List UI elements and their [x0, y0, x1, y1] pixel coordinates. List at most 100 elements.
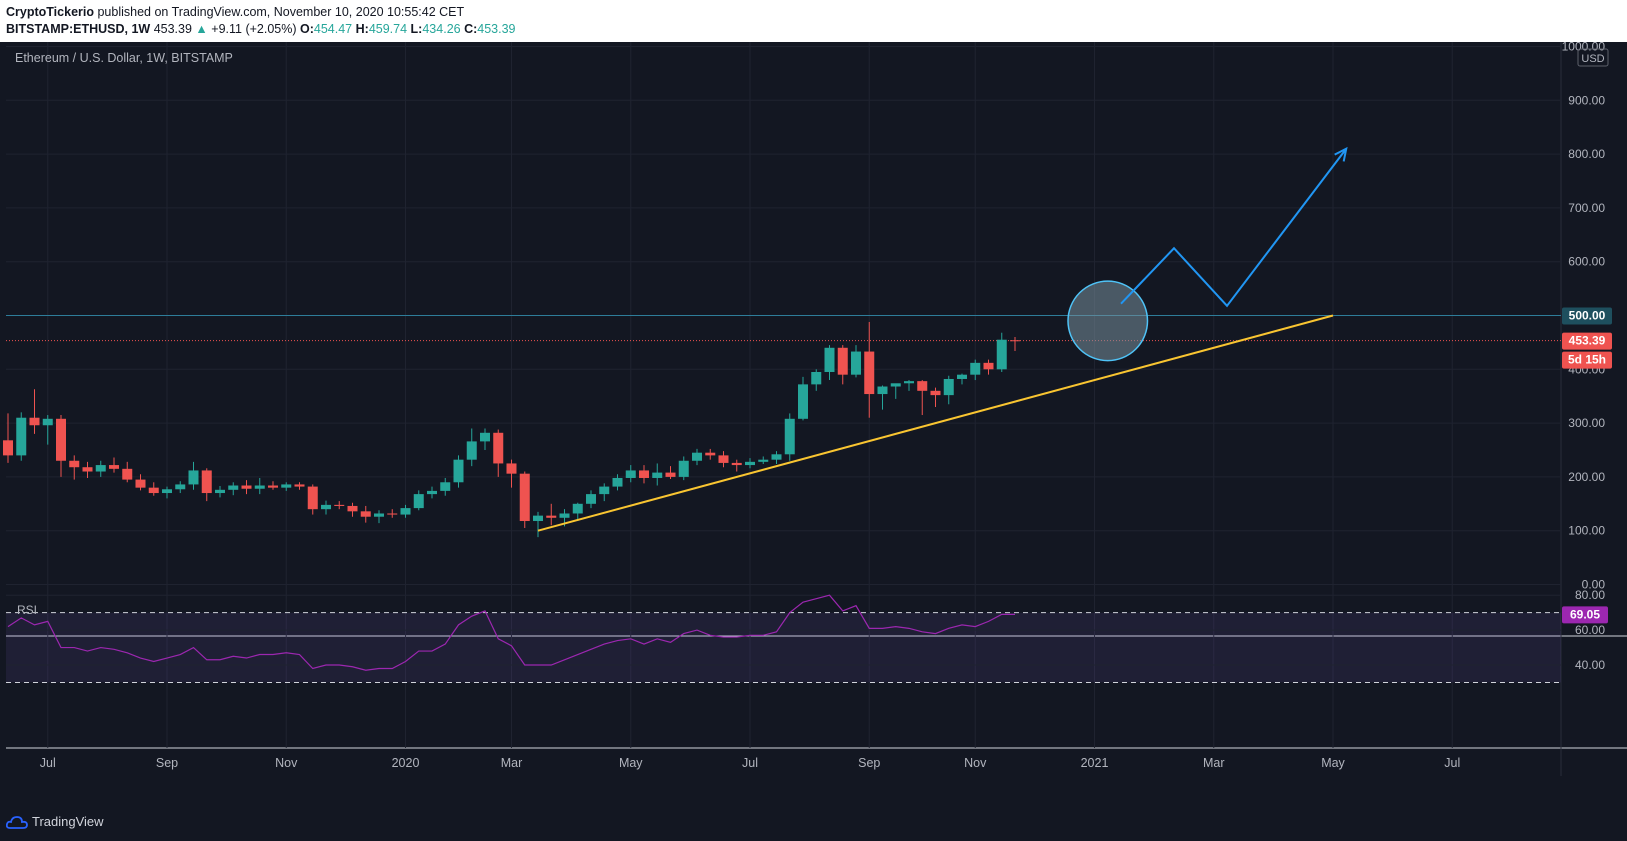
- candle-body: [652, 472, 663, 478]
- candle-body: [427, 490, 437, 495]
- symbol-line: BITSTAMP:ETHUSD, 1W 453.39 ▲ +9.11 (+2.0…: [6, 22, 516, 36]
- candle-body: [837, 347, 848, 375]
- chart-title: Ethereum / U.S. Dollar, 1W, BITSTAMP: [15, 51, 233, 65]
- y-tick-label: 700.00: [1568, 201, 1605, 215]
- candle-body: [42, 418, 53, 426]
- high-value: 459.74: [368, 22, 408, 36]
- x-tick-label: 2021: [1081, 756, 1109, 770]
- candle-body: [148, 487, 159, 494]
- open-value: 454.47: [313, 22, 353, 36]
- candle: [374, 510, 384, 524]
- candle: [864, 321, 875, 418]
- low-value: 434.26: [422, 22, 461, 36]
- candle-body: [493, 432, 504, 464]
- candle-body: [440, 482, 451, 491]
- rsi-panel: [6, 594, 1561, 683]
- candle: [745, 458, 755, 469]
- candle: [771, 451, 782, 464]
- candle-body: [453, 459, 464, 483]
- candle-body: [957, 374, 967, 379]
- candle-body: [307, 486, 318, 510]
- close-label: C:: [464, 22, 478, 36]
- candle: [347, 502, 358, 517]
- candle: [692, 448, 702, 466]
- candle: [427, 486, 437, 499]
- candle: [519, 471, 530, 529]
- published-info: published on TradingView.com, November 1…: [97, 5, 465, 19]
- rsi-value-label: 69.05: [1570, 607, 1600, 621]
- candle: [188, 461, 199, 490]
- cloud-icon: [6, 815, 28, 829]
- up-arrow-icon: ▲: [195, 22, 208, 36]
- candle-body: [16, 417, 27, 456]
- candle-body: [771, 454, 782, 460]
- author-name[interactable]: CryptoTickerio: [6, 5, 94, 19]
- candle-body: [254, 485, 265, 489]
- y-tick-label: 200.00: [1568, 470, 1605, 484]
- candle: [599, 483, 610, 502]
- rsi-line: [7, 594, 1015, 671]
- candle: [29, 389, 40, 434]
- x-tick-label: May: [1321, 756, 1345, 770]
- candle: [215, 486, 225, 498]
- candle-body: [612, 477, 623, 487]
- candle: [254, 477, 265, 495]
- candle-body: [811, 371, 822, 385]
- candle-body: [374, 513, 384, 517]
- candle-body: [201, 470, 212, 494]
- open-label: O:: [300, 22, 314, 36]
- footer: TradingView: [0, 804, 1627, 841]
- x-tick-label: Mar: [1203, 756, 1225, 770]
- candle: [784, 413, 795, 461]
- candle-body: [268, 485, 278, 488]
- candle-body: [798, 384, 808, 419]
- support-trendline: [537, 314, 1334, 532]
- current-price-label: 453.39: [1569, 334, 1606, 348]
- candle: [652, 463, 663, 486]
- candle: [996, 332, 1007, 372]
- candle: [400, 504, 411, 518]
- candle: [42, 415, 53, 445]
- candle-body: [294, 484, 305, 487]
- candle-body: [639, 470, 649, 478]
- countdown-label: 5d 15h: [1568, 353, 1606, 367]
- candle: [148, 482, 159, 496]
- candle-body: [864, 351, 875, 395]
- candle: [162, 486, 172, 499]
- candle: [175, 481, 186, 494]
- tradingview-logo[interactable]: TradingView: [6, 814, 104, 829]
- close-value: 453.39: [477, 22, 516, 36]
- candlestick-panel: [3, 146, 1561, 538]
- candle-body: [413, 494, 424, 509]
- symbol-name: BITSTAMP:ETHUSD, 1W: [6, 22, 151, 36]
- candle-body: [69, 460, 80, 468]
- candle: [678, 456, 689, 481]
- candle: [201, 468, 212, 502]
- price-change: +9.11 (+2.05%): [211, 22, 297, 36]
- candle: [970, 359, 981, 381]
- candle: [930, 387, 941, 407]
- candle: [82, 461, 93, 478]
- candle: [506, 459, 517, 488]
- candle-body: [162, 489, 172, 494]
- chart-axes: 0.00100.00200.00300.00400.00500.00600.00…: [40, 42, 1612, 770]
- candle: [493, 429, 504, 477]
- candle-body: [1010, 340, 1020, 342]
- candle-body: [29, 417, 40, 426]
- candle-body: [586, 494, 596, 504]
- x-tick-label: Nov: [964, 756, 987, 770]
- candle: [533, 511, 543, 538]
- currency-badge: [1577, 48, 1609, 67]
- countdown-label-bg: [1562, 351, 1612, 369]
- candle-body: [109, 465, 119, 469]
- candle-body: [877, 386, 888, 395]
- price-chart[interactable]: 0.00100.00200.00300.00400.00500.00600.00…: [0, 42, 1627, 804]
- candle-body: [930, 390, 941, 396]
- candle: [387, 509, 398, 518]
- x-tick-label: Jul: [1444, 756, 1460, 770]
- candle: [917, 380, 928, 416]
- candle-body: [731, 462, 742, 466]
- candle: [268, 481, 278, 490]
- y-tick-label: 0.00: [1582, 578, 1606, 592]
- candle: [413, 490, 424, 511]
